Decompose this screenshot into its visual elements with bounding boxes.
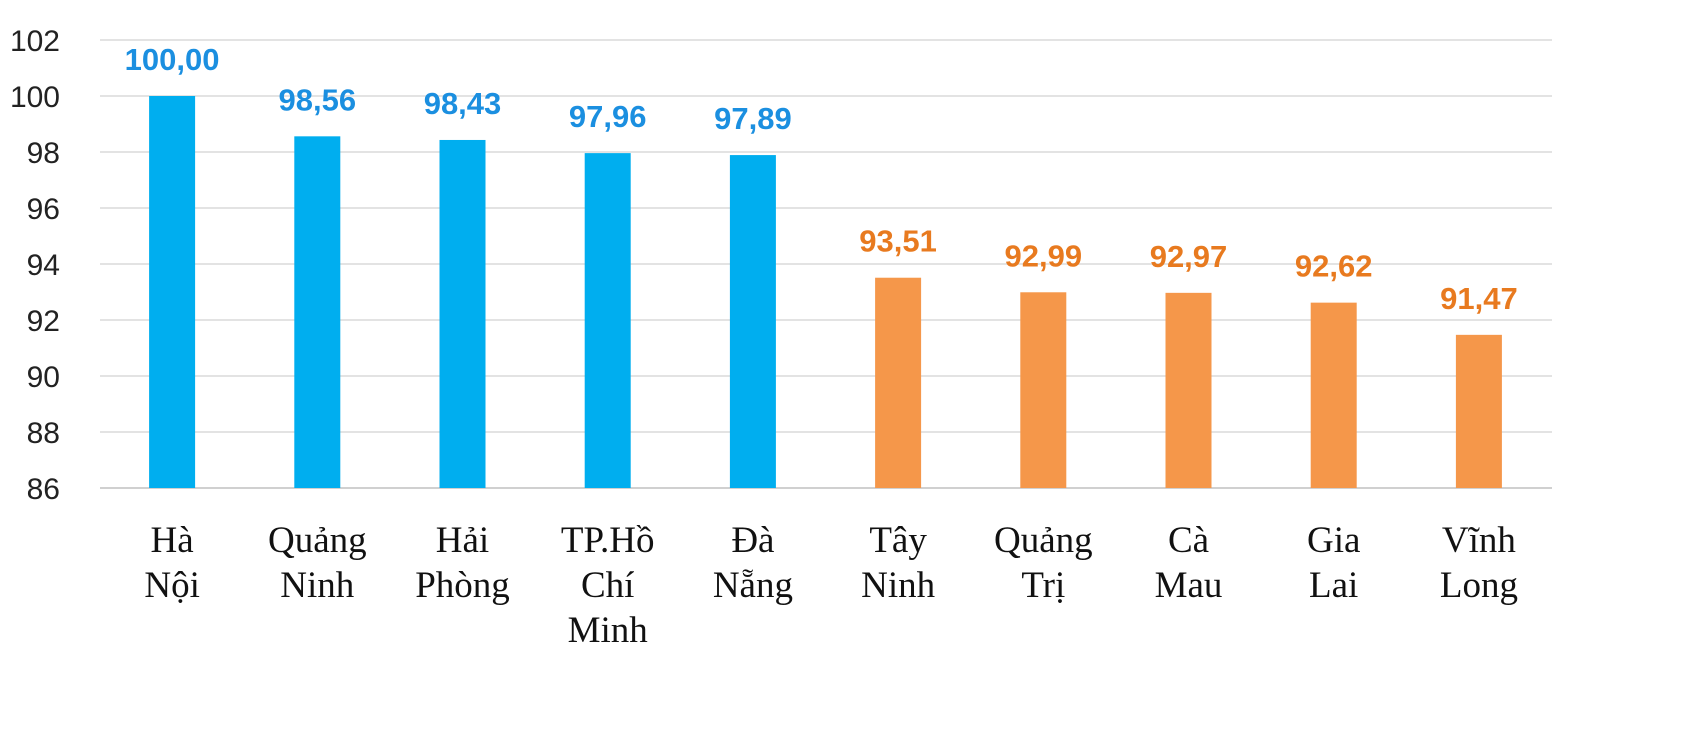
x-tick-label: Gia bbox=[1307, 520, 1360, 561]
bar bbox=[1310, 302, 1357, 488]
bar bbox=[149, 96, 196, 488]
y-tick-label: 86 bbox=[27, 473, 60, 506]
data-label: 92,99 bbox=[1005, 238, 1083, 273]
x-tick-label: Tây bbox=[869, 520, 927, 561]
x-tick-label: TP.Hồ bbox=[561, 520, 655, 561]
y-tick-label: 102 bbox=[10, 25, 60, 58]
x-tick-label: Phòng bbox=[415, 565, 510, 606]
bar bbox=[1165, 292, 1212, 488]
x-tick-label: Ninh bbox=[280, 565, 355, 606]
data-label: 98,43 bbox=[424, 86, 502, 121]
y-tick-label: 94 bbox=[27, 249, 60, 282]
y-tick-label: 96 bbox=[27, 193, 60, 226]
bar bbox=[875, 277, 922, 488]
data-label: 93,51 bbox=[859, 224, 937, 259]
x-tick-label: Minh bbox=[568, 610, 649, 651]
data-label: 97,96 bbox=[569, 99, 647, 134]
x-tick-label: Long bbox=[1440, 565, 1518, 606]
x-tick-label: Hà bbox=[151, 520, 194, 561]
x-tick-label: Đà bbox=[731, 520, 774, 561]
x-tick-label: Ninh bbox=[861, 565, 936, 606]
x-tick-label: Mau bbox=[1155, 565, 1223, 606]
x-tick-label: Trị bbox=[1021, 565, 1065, 606]
x-tick-label: Nẵng bbox=[713, 565, 793, 606]
bar bbox=[584, 153, 631, 488]
bar bbox=[1455, 334, 1502, 488]
data-label: 100,00 bbox=[125, 42, 220, 77]
data-label: 97,89 bbox=[714, 101, 792, 136]
x-tick-label: Chí bbox=[581, 565, 634, 606]
x-tick-label: Cà bbox=[1168, 520, 1209, 561]
bar bbox=[1020, 292, 1067, 488]
x-tick-label: Vĩnh bbox=[1442, 520, 1517, 561]
data-label: 92,97 bbox=[1150, 239, 1228, 274]
y-tick-label: 100 bbox=[10, 81, 60, 114]
x-tick-label: Quảng bbox=[268, 520, 367, 561]
x-tick-label: Quảng bbox=[994, 520, 1093, 561]
bar bbox=[294, 136, 341, 488]
x-tick-label: Lai bbox=[1309, 565, 1358, 606]
data-label: 98,56 bbox=[279, 82, 357, 117]
bar bbox=[439, 139, 486, 488]
y-tick-label: 88 bbox=[27, 417, 60, 450]
bar bbox=[729, 155, 776, 488]
y-tick-label: 92 bbox=[27, 305, 60, 338]
data-label: 91,47 bbox=[1440, 281, 1518, 316]
x-tick-label: Hải bbox=[436, 520, 489, 561]
y-tick-label: 90 bbox=[27, 361, 60, 394]
data-label: 92,62 bbox=[1295, 249, 1373, 284]
x-tick-label: Nội bbox=[144, 565, 200, 606]
y-tick-label: 98 bbox=[27, 137, 60, 170]
